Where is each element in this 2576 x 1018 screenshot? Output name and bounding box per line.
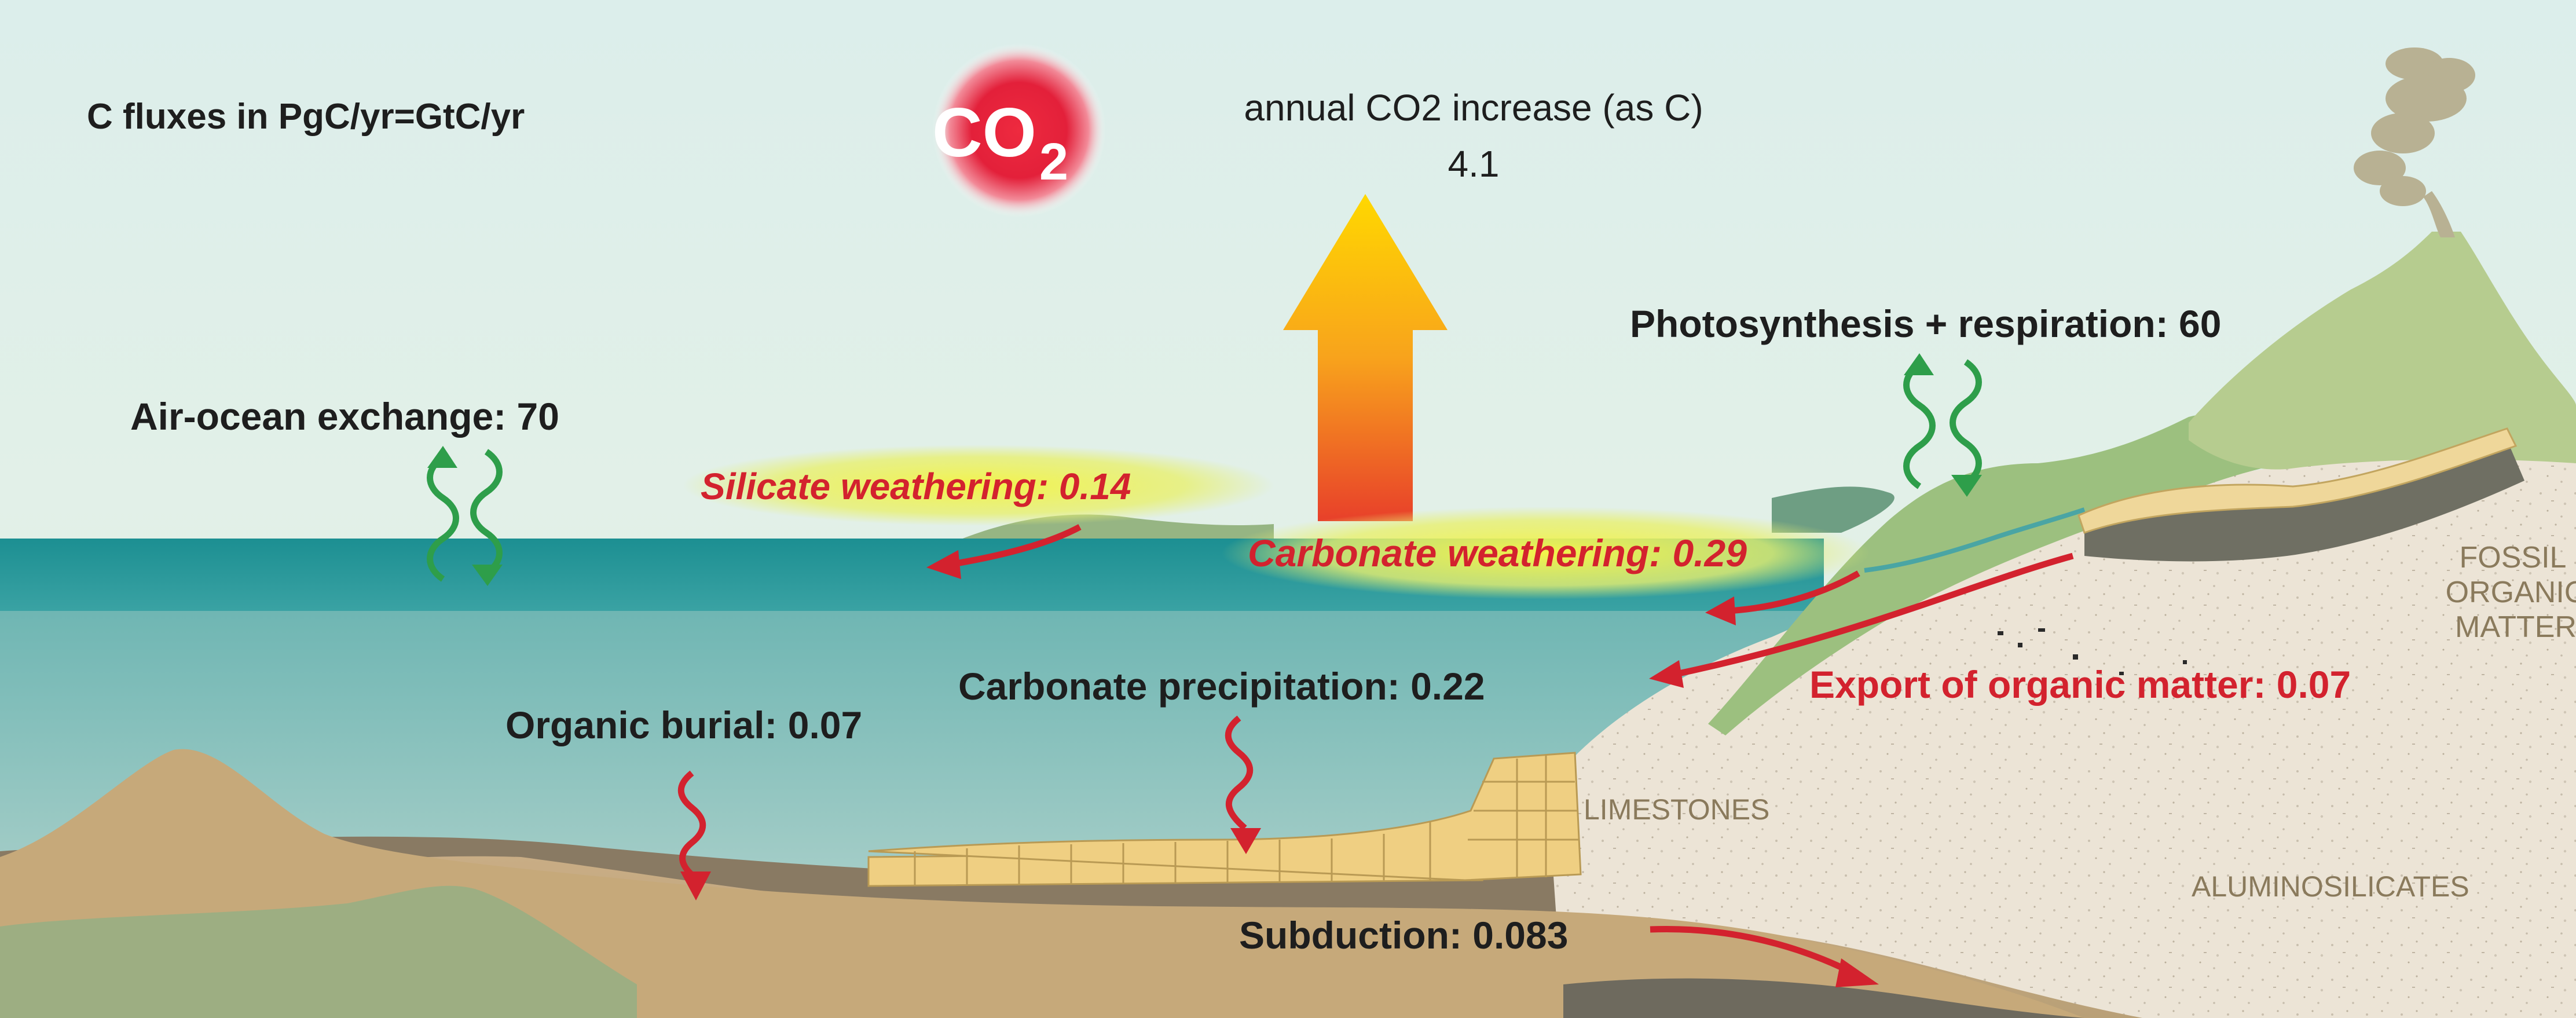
limestone-blocks (867, 752, 1582, 887)
fossil-label-line3: MATTER (2455, 610, 2576, 644)
carbonate-glow (1222, 507, 1870, 599)
co2-increase-arrow (1283, 194, 1448, 521)
annual-increase-label: annual CO2 increase (as C) (1244, 87, 1703, 129)
silicate-weathering-label: Silicate weathering: 0.14 (701, 466, 1131, 507)
photosynthesis-label: Photosynthesis + respiration: 60 (1630, 302, 2221, 345)
photosynthesis-up-arrow (1903, 362, 1936, 489)
limestones-label: LIMESTONES (1584, 793, 1769, 826)
organic-burial-arrow (677, 770, 706, 880)
fossil-label-line1: FOSSIL (2460, 541, 2567, 574)
volcano-smoke (2354, 47, 2475, 237)
rock-specks (1998, 628, 2187, 675)
photosynthesis-arrows (1903, 353, 1982, 497)
fossil-limestone-layer (2077, 427, 2518, 534)
aluminosilicates-label: ALUMINOSILICATES (2192, 870, 2469, 903)
carbonate-weathering-arrow (1728, 570, 1860, 614)
coastal-hills-dark (1772, 486, 1895, 533)
silicate-glow (683, 445, 1274, 526)
annual-increase-value: 4.1 (1448, 143, 1500, 185)
air-ocean-up-arrow (427, 455, 459, 582)
silicate-weathering-arrow (949, 524, 1082, 568)
river (1864, 507, 2086, 573)
export-organic-arrow (1672, 552, 2074, 678)
co2-badge: CO 2 (932, 43, 1106, 217)
co2-main: CO (932, 94, 1036, 171)
air-ocean-down-arrow (470, 449, 503, 576)
air-ocean-label: Air-ocean exchange: 70 (130, 395, 559, 438)
subduction-arrow (1650, 926, 1855, 976)
seabed-green-mound (0, 885, 637, 1018)
organic-burial-label: Organic burial: 0.07 (505, 704, 862, 746)
carbonate-weathering-label: Carbonate weathering: 0.29 (1248, 532, 1747, 574)
co2-subscript: 2 (1039, 133, 1068, 191)
fossil-label-line2: ORGANIC (2446, 576, 2576, 609)
flux-arrows (677, 524, 2074, 987)
subduction-label: Subduction: 0.083 (1239, 914, 1568, 957)
carbonate-precipitation-arrow (1225, 715, 1254, 831)
subduction-dark-base (1563, 978, 2084, 1018)
volcano (2189, 232, 2576, 470)
continent-bedrock (1552, 446, 2576, 1018)
photosynthesis-down-arrow (1950, 359, 1982, 486)
export-organic-label: Export of organic matter: 0.07 (1809, 663, 2351, 706)
units-note: C fluxes in PgC/yr=GtC/yr (87, 97, 525, 137)
air-ocean-exchange-arrows (427, 446, 503, 586)
carbonate-precipitation-label: Carbonate precipitation: 0.22 (958, 665, 1485, 708)
